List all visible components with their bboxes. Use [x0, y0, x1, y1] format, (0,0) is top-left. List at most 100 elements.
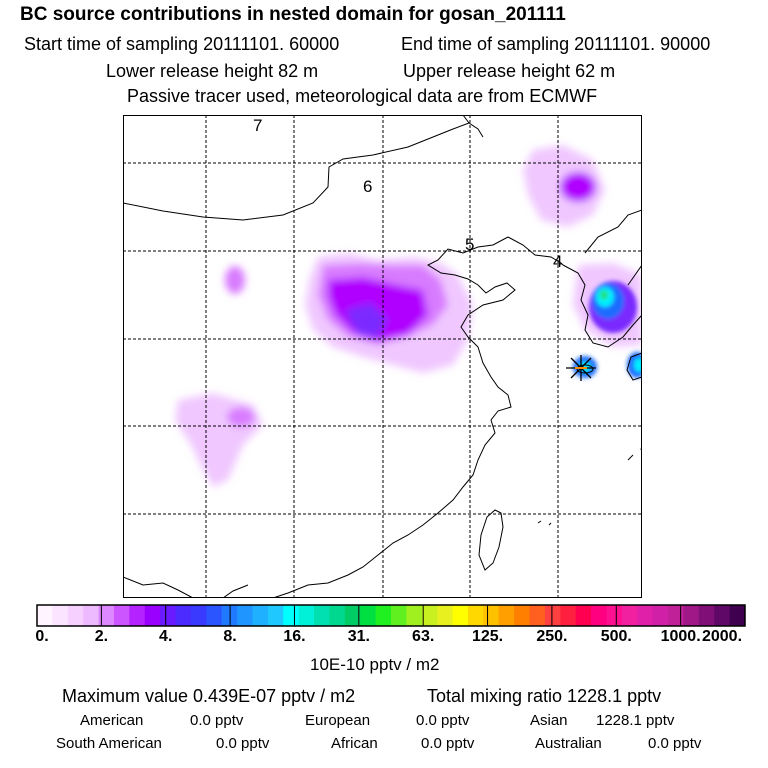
colorbar-swatch	[190, 605, 207, 626]
colorbar-swatch	[421, 605, 438, 626]
colorbar-swatch	[129, 605, 146, 626]
colorbar-frame	[36, 604, 746, 627]
colorbar-swatch	[298, 605, 315, 626]
colorbar-tick-label: 125.	[471, 628, 504, 645]
coastline-island	[548, 522, 552, 526]
end-time-label: End time of sampling 20111101. 90000	[401, 34, 711, 54]
colorbar-swatch	[652, 605, 669, 626]
colorbar-tick-label: 2.	[94, 628, 109, 645]
region-american-value: 0.0 pptv	[190, 712, 244, 729]
colorbar-tick-label: 500.	[600, 628, 632, 645]
plume-northeast-purple	[560, 172, 596, 202]
region-south-american-value: 0.0 pptv	[216, 735, 270, 752]
colorbar-units: 10E-10 pptv / m2	[310, 655, 440, 674]
colorbar-swatch	[144, 605, 161, 626]
coastline-island	[537, 520, 542, 524]
day-label: 4	[553, 252, 562, 271]
colorbar-swatch	[575, 605, 592, 626]
colorbar-swatch	[83, 605, 100, 626]
region-american-label: American	[80, 712, 144, 729]
colorbar-swatch	[98, 605, 115, 626]
coastline-taiwan	[478, 509, 504, 571]
coastline	[123, 576, 194, 598]
colorbar-tick-label: 250.	[536, 628, 568, 645]
colorbar-swatch	[237, 605, 253, 626]
colorbar-swatch	[175, 605, 192, 626]
colorbar-swatch	[344, 605, 361, 626]
max-value-label: Maximum value 0.439E-07 pptv / m2	[62, 686, 356, 706]
colorbar-swatch	[437, 605, 454, 626]
colorbar-swatch	[160, 605, 177, 626]
region-african-value: 0.0 pptv	[421, 735, 475, 752]
receptor-star-icon	[566, 355, 596, 381]
region-australian-value: 0.0 pptv	[648, 735, 702, 752]
coastline	[222, 584, 249, 598]
colorbar-swatch	[67, 605, 84, 626]
colorbar-swatch	[729, 605, 746, 626]
colorbar	[36, 604, 746, 627]
contour-plume-layer	[175, 145, 642, 487]
day-label: 5	[465, 235, 474, 254]
colorbar-swatch	[252, 605, 269, 626]
colorbar-swatch	[544, 605, 561, 626]
plume-deep	[345, 303, 388, 337]
region-asian-value: 1228.1 pptv	[596, 712, 675, 729]
colorbar-swatch	[637, 605, 654, 626]
coastline	[626, 352, 642, 381]
region-asian-label: Asian	[530, 712, 568, 729]
colorbar-swatch	[375, 605, 392, 626]
colorbar-swatch	[267, 605, 284, 626]
colorbar-swatch	[206, 605, 223, 626]
region-european-value: 0.0 pptv	[416, 712, 470, 729]
colorbar-swatch	[668, 605, 684, 626]
colorbar-swatch	[37, 605, 53, 626]
coastline	[272, 236, 516, 598]
colorbar-swatch	[483, 605, 500, 626]
region-south-american-label: South American	[56, 735, 162, 752]
colorbar-swatch	[314, 605, 330, 626]
map-panel: 7 6 5 4	[123, 115, 642, 598]
colorbar-swatch	[360, 605, 377, 626]
coastline-layer	[123, 115, 642, 598]
region-european-label: European	[305, 712, 371, 729]
border-line	[468, 122, 484, 138]
colorbar-tick-label: 31.	[347, 628, 370, 645]
colorbar-swatch	[591, 605, 607, 626]
colorbar-tick-label: 8.	[223, 628, 237, 645]
start-time-label: Start time of sampling 20111101. 60000	[24, 34, 340, 54]
colorbar-swatch	[621, 605, 638, 626]
colorbar-swatch	[698, 605, 715, 626]
border-line	[123, 115, 470, 221]
colorbar-swatch	[514, 605, 531, 626]
colorbar-swatch	[560, 605, 577, 626]
colorbar-swatch	[52, 605, 69, 626]
plume-southwest-mid	[227, 407, 255, 427]
colorbar-swatch	[498, 605, 515, 626]
colorbar-swatch	[391, 605, 407, 626]
colorbar-tick-label: 16.	[283, 628, 306, 645]
map-frame	[123, 115, 642, 598]
colorbar-tick-label: 63.	[412, 628, 435, 645]
colorbar-swatch	[683, 605, 700, 626]
colorbar-swatch	[452, 605, 469, 626]
colorbar-tick-label: 4.	[159, 628, 173, 645]
page-title: BC source contributions in nested domain…	[20, 4, 566, 25]
coastline	[507, 236, 564, 266]
plume-west	[225, 266, 245, 294]
colorbar-tick-label: 1000.	[660, 628, 701, 645]
colorbar-swatch	[406, 605, 423, 626]
plume-korea-green	[600, 290, 608, 300]
colorbar-swatch	[714, 605, 731, 626]
coastline-island	[627, 454, 634, 461]
region-australian-label: Australian	[535, 735, 602, 752]
upper-release-label: Upper release height 62 m	[403, 61, 616, 81]
total-mixing-label: Total mixing ratio 1228.1 pptv	[427, 686, 662, 706]
day-label: 7	[253, 116, 262, 135]
coastline	[562, 264, 642, 348]
grid-layer	[123, 115, 642, 598]
colorbar-swatch	[113, 605, 130, 626]
colorbar-swatch	[529, 605, 546, 626]
border-line	[584, 209, 642, 254]
colorbar-swatch	[606, 605, 623, 626]
colorbar-swatch	[283, 605, 300, 626]
